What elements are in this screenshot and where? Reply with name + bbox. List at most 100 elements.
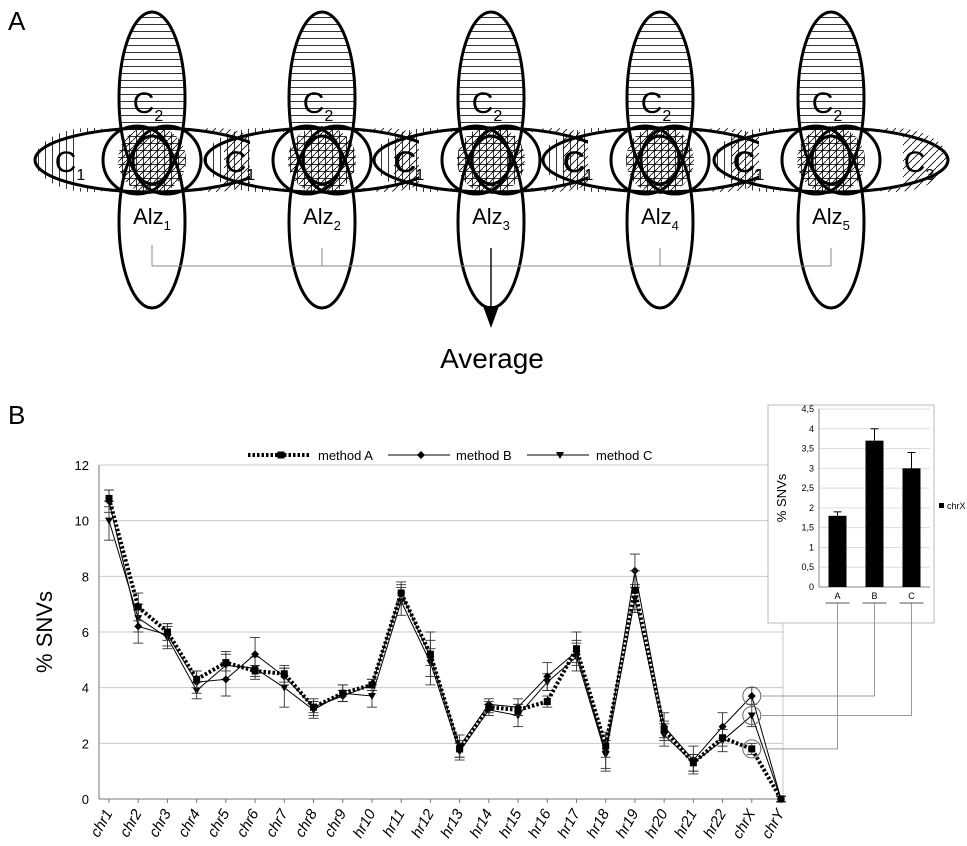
data-point: [339, 690, 346, 697]
x-tick-label: chrY: [758, 806, 789, 842]
inset-y-tick-label: 3: [809, 463, 814, 473]
data-point: [134, 622, 142, 630]
x-tick-label: chrX: [729, 806, 760, 842]
data-point: [456, 745, 463, 752]
x-tick-label: hr14: [467, 807, 497, 842]
x-tick-label: hr13: [437, 806, 467, 841]
panel-b-label: B: [8, 400, 25, 430]
data-point: [515, 706, 522, 713]
average-connector: [152, 245, 831, 328]
y-tick-label: 8: [82, 569, 89, 584]
venn-label-alz: Alz2: [303, 204, 341, 233]
legend: method A method B method C: [248, 448, 652, 463]
data-point: [427, 651, 434, 658]
venn-label-alz: Alz5: [812, 204, 850, 233]
y-tick-label: 12: [75, 458, 89, 473]
inset-y-tick-label: 3,5: [801, 444, 814, 454]
series-method-B: [104, 490, 786, 803]
x-tick-label: chr1: [87, 807, 116, 841]
average-label: Average: [440, 343, 544, 374]
panel-a-label: A: [8, 6, 26, 36]
venn-label-alz: Alz1: [133, 204, 171, 233]
legend-label: method A: [318, 448, 373, 463]
data-point: [573, 645, 580, 652]
x-tick-label: hr10: [350, 806, 380, 841]
inset-y-axis-title: % SNVs: [774, 473, 789, 522]
x-tick-label: hr18: [583, 806, 613, 841]
data-point: [164, 629, 171, 636]
x-tick-label: hr15: [496, 806, 526, 841]
data-point: [485, 704, 492, 711]
data-point: [544, 698, 551, 705]
x-tick-label: chr6: [233, 806, 263, 840]
x-tick-label: chr5: [204, 806, 234, 840]
series-line: [109, 498, 781, 799]
inset-y-tick-label: 4: [809, 424, 814, 434]
x-tick-label: chr3: [146, 806, 176, 840]
data-point: [368, 693, 376, 700]
series-line: [109, 521, 781, 799]
inset-y-tick-label: 0,5: [801, 562, 814, 572]
legend-item-method-B: method B: [388, 448, 512, 463]
y-tick-label: 10: [75, 514, 89, 529]
chrx-links: [743, 603, 924, 758]
inset-y-tick-label: 0: [809, 582, 814, 592]
x-tick-label: hr12: [408, 806, 438, 841]
inset-y-tick-label: 1,5: [801, 523, 814, 533]
data-point: [281, 670, 288, 677]
x-tick-label: hr21: [671, 807, 701, 842]
inset-x-tick-label: B: [871, 591, 877, 601]
inset-x-tick-label: C: [908, 591, 915, 601]
x-tick-label: hr11: [379, 807, 408, 841]
legend-item-method-A: method A: [248, 448, 373, 463]
legend-label: method B: [456, 448, 512, 463]
y-axis-title: % SNVs: [32, 591, 57, 673]
venn-label-alz: Alz4: [641, 204, 679, 233]
series-method-C: [104, 501, 786, 803]
bar-A: [829, 516, 847, 587]
y-tick-label: 0: [82, 792, 89, 807]
x-tick-label: chr9: [321, 806, 351, 840]
inset-y-tick-label: 2: [809, 503, 814, 513]
x-tick-label: hr20: [642, 806, 672, 841]
bar-chart-inset: 0 0,5 1 1,5 2 2,5 3 3,5 4 4,5 % SNVs A B CchrX: [768, 404, 966, 623]
legend-label: method C: [596, 448, 652, 463]
link-line: [761, 603, 838, 749]
x-tick-label: chr7: [262, 806, 292, 840]
inset-legend-label: chrX: [947, 501, 966, 511]
data-point: [398, 590, 405, 597]
data-point: [602, 743, 609, 750]
bar-B: [866, 441, 884, 587]
data-point: [193, 676, 200, 683]
x-tick-label: chr4: [175, 807, 204, 841]
inset-y-tick-label: 1: [809, 542, 814, 552]
data-point: [252, 667, 259, 674]
x-tick-label: hr17: [554, 806, 584, 841]
data-point: [368, 681, 375, 688]
data-point: [661, 726, 668, 733]
data-point: [135, 603, 142, 610]
inset-y-tick-label: 2,5: [801, 483, 814, 493]
data-point: [748, 745, 755, 752]
venn-label-alz: Alz3: [472, 204, 510, 233]
x-tick-label: chr2: [116, 806, 146, 840]
data-point: [310, 704, 317, 711]
data-point: [778, 796, 785, 803]
legend-item-method-C: method C: [527, 448, 652, 463]
y-tick-label: 2: [82, 736, 89, 751]
x-tick-label: hr22: [700, 806, 730, 841]
connector-arrowhead: [483, 306, 499, 328]
series-method-A: [104, 490, 786, 802]
inset-legend-swatch: [939, 503, 944, 508]
series-line: [109, 501, 781, 799]
y-tick-label: 4: [82, 681, 89, 696]
data-point: [719, 734, 726, 741]
inset-x-tick-label: A: [834, 591, 840, 601]
data-point: [417, 451, 425, 459]
inset-y-tick-label: 4,5: [801, 404, 814, 414]
data-point: [278, 452, 285, 459]
data-point: [690, 759, 697, 766]
data-point: [222, 659, 229, 666]
